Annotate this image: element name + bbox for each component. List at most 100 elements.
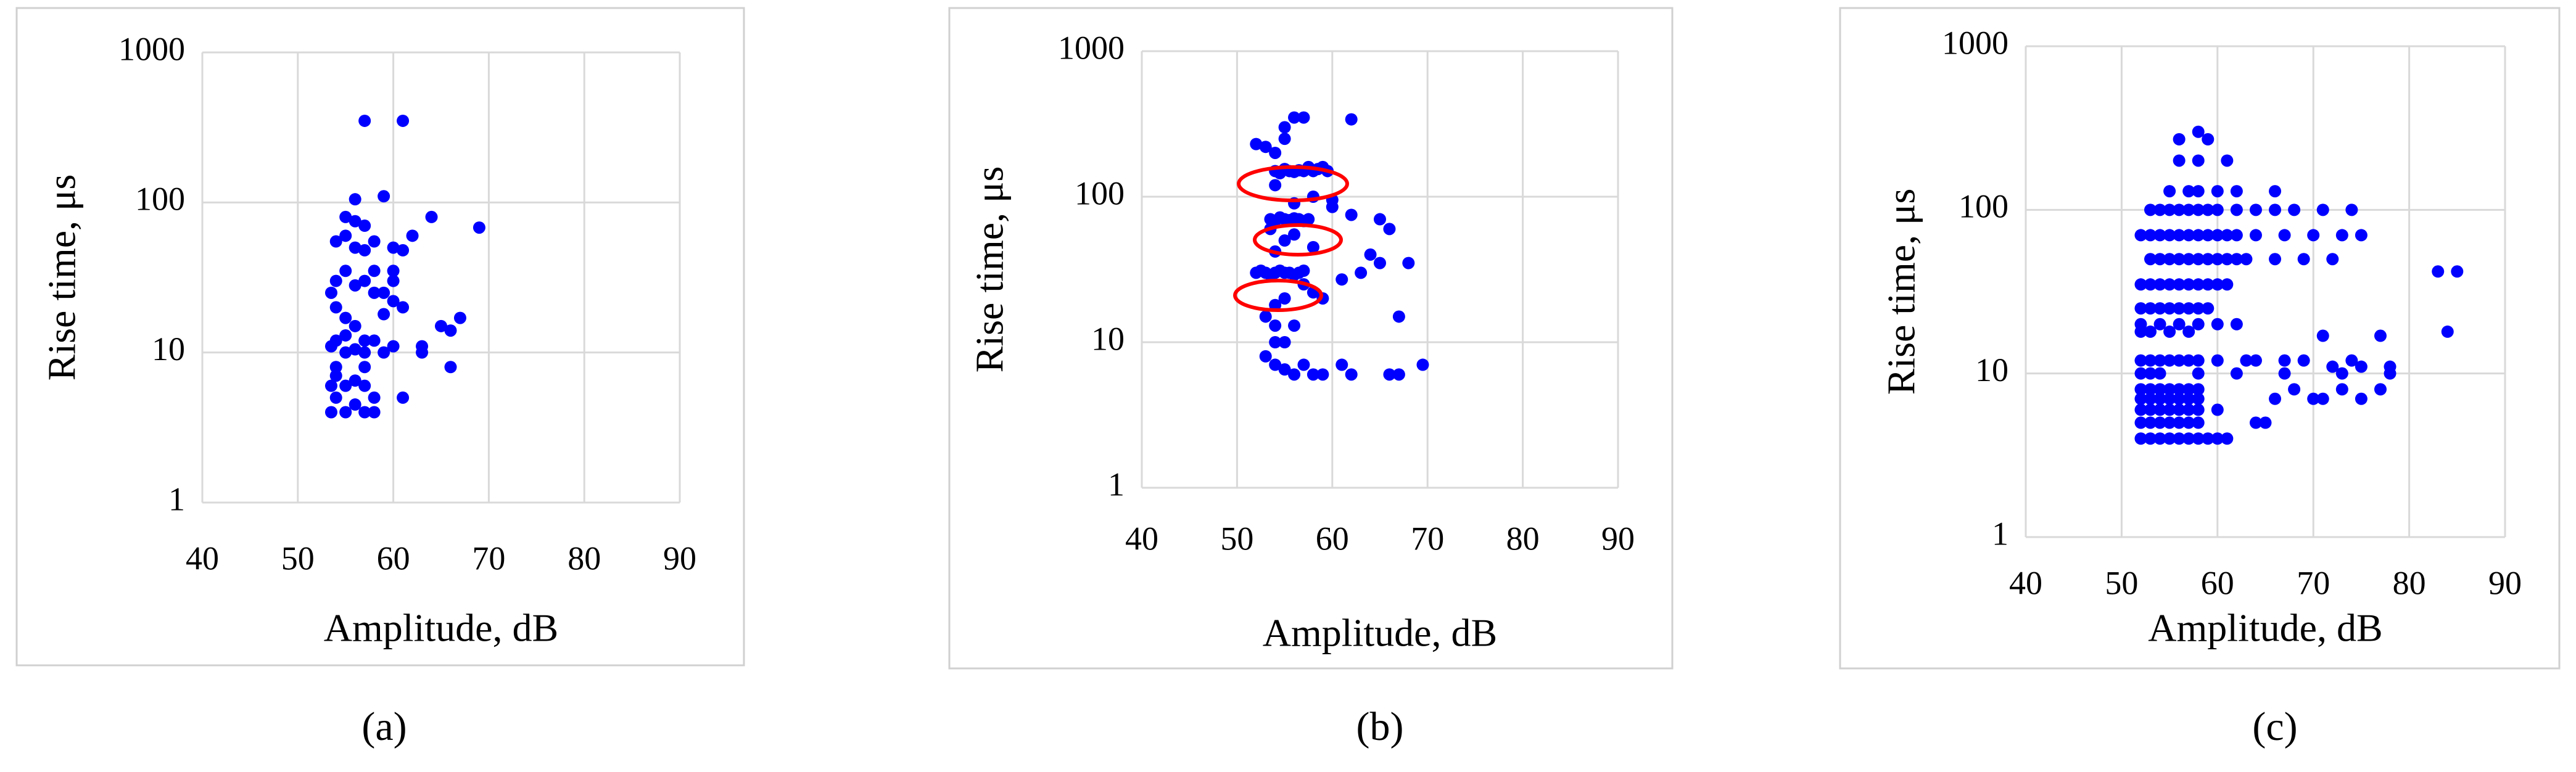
point bbox=[2163, 432, 2176, 445]
point bbox=[2230, 185, 2243, 198]
point bbox=[2335, 229, 2348, 242]
point bbox=[1297, 111, 1310, 124]
x-tick-label: 60 bbox=[1316, 520, 1349, 557]
point bbox=[2192, 253, 2205, 266]
point bbox=[2182, 302, 2195, 315]
point bbox=[2134, 432, 2147, 445]
point bbox=[1269, 319, 1282, 332]
point bbox=[2134, 278, 2147, 291]
point bbox=[2355, 360, 2368, 373]
point bbox=[2153, 278, 2166, 291]
point bbox=[2163, 354, 2176, 367]
point bbox=[1269, 146, 1282, 159]
x-tick-label: 50 bbox=[1220, 520, 1253, 557]
point bbox=[2144, 354, 2157, 367]
point bbox=[2202, 203, 2215, 216]
point bbox=[1278, 234, 1291, 247]
point bbox=[1297, 265, 1310, 277]
point bbox=[444, 361, 457, 374]
point bbox=[2230, 367, 2243, 380]
point bbox=[2144, 383, 2157, 396]
point bbox=[2182, 416, 2195, 429]
point bbox=[2182, 325, 2195, 338]
point bbox=[2134, 302, 2147, 315]
point bbox=[2211, 203, 2224, 216]
panel-border bbox=[1839, 7, 2561, 670]
point bbox=[2202, 432, 2215, 445]
point bbox=[2192, 383, 2205, 396]
point bbox=[329, 274, 342, 287]
point bbox=[2173, 154, 2186, 167]
point bbox=[1259, 141, 1272, 154]
point bbox=[2269, 185, 2282, 198]
point bbox=[324, 340, 337, 353]
point bbox=[416, 340, 429, 353]
point bbox=[2153, 253, 2166, 266]
point bbox=[387, 265, 400, 277]
point bbox=[2163, 392, 2176, 405]
point bbox=[2288, 383, 2301, 396]
x-tick-label: 40 bbox=[186, 540, 219, 577]
panel-label: (a) bbox=[361, 704, 407, 749]
x-tick-label: 60 bbox=[2201, 564, 2234, 601]
point bbox=[2192, 302, 2205, 315]
point bbox=[2153, 367, 2166, 380]
x-tick-label: 70 bbox=[2297, 564, 2330, 601]
point bbox=[2192, 125, 2205, 138]
point bbox=[2192, 416, 2205, 429]
y-tick-label: 1 bbox=[168, 480, 185, 517]
point bbox=[339, 406, 352, 419]
point bbox=[444, 324, 457, 337]
point bbox=[2316, 329, 2329, 342]
point bbox=[2192, 367, 2205, 380]
point bbox=[1307, 240, 1319, 253]
point bbox=[387, 295, 400, 308]
point bbox=[2173, 203, 2186, 216]
point bbox=[2182, 354, 2195, 367]
point bbox=[1364, 248, 1377, 261]
point bbox=[368, 286, 381, 299]
point bbox=[349, 398, 361, 411]
point bbox=[2192, 354, 2205, 367]
point bbox=[2269, 203, 2282, 216]
point bbox=[2269, 253, 2282, 266]
point bbox=[1269, 336, 1282, 348]
point bbox=[2192, 203, 2205, 216]
point bbox=[2326, 360, 2339, 373]
point bbox=[2230, 253, 2243, 266]
point bbox=[2240, 253, 2253, 266]
point bbox=[1269, 298, 1282, 311]
point bbox=[1316, 368, 1329, 381]
point bbox=[397, 114, 410, 127]
y-tick-label: 1 bbox=[1108, 466, 1125, 503]
point bbox=[2173, 229, 2186, 242]
y-tick-label: 100 bbox=[1959, 188, 2008, 225]
point bbox=[1259, 310, 1272, 323]
highlight-ellipse bbox=[1237, 165, 1349, 202]
point bbox=[349, 374, 361, 387]
point bbox=[1278, 363, 1291, 376]
y-axis-title: Rise time, μs bbox=[1880, 189, 1923, 395]
point bbox=[2211, 403, 2224, 416]
point bbox=[2278, 229, 2291, 242]
point bbox=[2134, 354, 2147, 367]
x-tick-label: 50 bbox=[281, 540, 315, 577]
point bbox=[349, 319, 361, 332]
point bbox=[2144, 302, 2157, 315]
point bbox=[2163, 403, 2176, 416]
point bbox=[2153, 203, 2166, 216]
point bbox=[2432, 265, 2445, 278]
point bbox=[368, 391, 381, 404]
panel: 40 50 60 70 80 90 1 10 100 1000 Amplitude, dB Rise … bbox=[15, 7, 745, 749]
point bbox=[2192, 318, 2205, 331]
point bbox=[1307, 368, 1319, 381]
x-tick-label: 90 bbox=[2488, 564, 2522, 601]
point bbox=[2221, 154, 2234, 167]
point bbox=[2182, 392, 2195, 405]
point bbox=[324, 286, 337, 299]
x-tick-label: 70 bbox=[1411, 520, 1444, 557]
point bbox=[2249, 416, 2262, 429]
point bbox=[1392, 368, 1405, 381]
point bbox=[2173, 416, 2186, 429]
